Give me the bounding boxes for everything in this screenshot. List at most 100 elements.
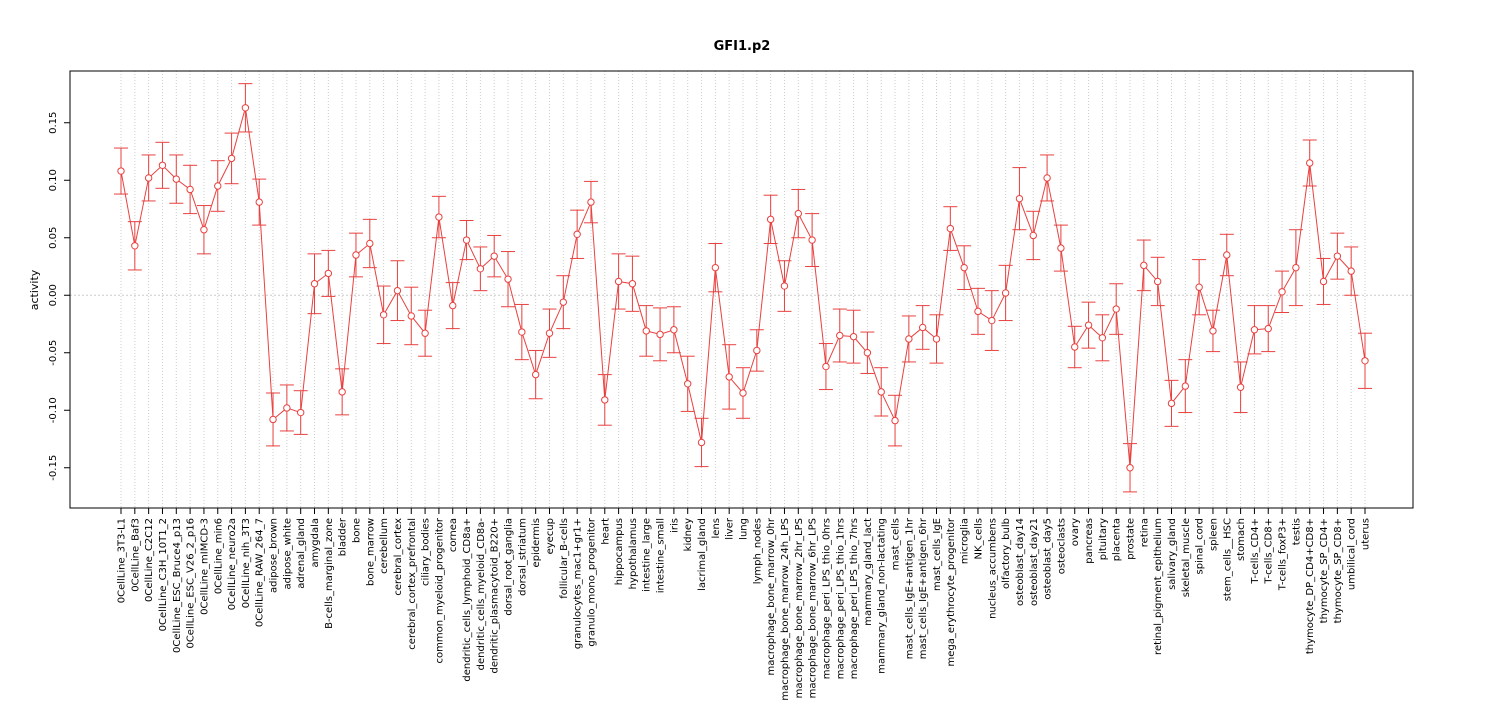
data-point bbox=[1029, 231, 1037, 240]
data-point bbox=[1292, 263, 1300, 272]
data-point bbox=[1001, 289, 1010, 297]
data-point bbox=[559, 298, 568, 306]
data-point bbox=[1250, 326, 1259, 334]
x-tick-label: nucleus_accumbens bbox=[987, 518, 998, 619]
data-point bbox=[1167, 399, 1176, 408]
data-point bbox=[628, 280, 637, 288]
data-point bbox=[1319, 277, 1328, 286]
x-tick-label: bone bbox=[351, 518, 362, 543]
x-tick-label: lymph_nodes bbox=[752, 518, 763, 584]
data-point bbox=[366, 239, 374, 248]
data-point bbox=[1140, 261, 1148, 270]
x-tick-label: heart bbox=[600, 518, 611, 545]
data-point bbox=[421, 329, 429, 337]
data-point bbox=[158, 161, 167, 170]
x-tick-label: cerebral_cortex_prefrontal bbox=[407, 518, 418, 650]
data-point bbox=[642, 327, 650, 335]
data-point bbox=[449, 301, 457, 310]
x-tick-label: spleen bbox=[1208, 518, 1219, 551]
x-tick-label: macrophage_peri_LPS_thio_1hrs bbox=[835, 518, 846, 679]
data-point bbox=[766, 215, 775, 224]
x-tick-label: mast_cells bbox=[891, 518, 902, 570]
grid bbox=[120, 71, 1366, 508]
x-tick-label: macrophage_bone_marrow_6hr_LPS bbox=[808, 518, 819, 698]
x-tick-label: mega_erythrocyte_progenitor bbox=[946, 517, 957, 666]
data-point bbox=[1126, 464, 1134, 472]
data-point bbox=[531, 370, 540, 379]
x-tick-label: salivary_gland bbox=[1167, 518, 1178, 590]
data-point bbox=[504, 275, 512, 283]
data-point bbox=[808, 236, 816, 244]
data-point bbox=[587, 198, 595, 206]
data-point bbox=[1043, 174, 1051, 182]
data-point bbox=[988, 316, 996, 325]
data-point bbox=[1264, 324, 1272, 333]
x-tick-label: osteoblast_day21 bbox=[1029, 518, 1040, 606]
data-point bbox=[1236, 383, 1245, 391]
x-tick-label: 0CellLine_C3H_10T1_2 bbox=[158, 518, 169, 631]
data-point bbox=[1361, 357, 1369, 365]
x-tick-label: mast_cells_IgE bbox=[932, 518, 943, 591]
data-point bbox=[172, 175, 180, 183]
x-tick-label: dendritic_plasmacytoid_B220+ bbox=[490, 518, 501, 674]
x-tick-label: follicular_B-cells bbox=[559, 518, 570, 599]
data-point bbox=[144, 174, 153, 182]
x-tick-label: 0CellLine_nih_3T3 bbox=[241, 518, 252, 608]
x-tick-label: macrophage_bone_marrow_0hr bbox=[766, 517, 777, 675]
x-tick-label: iris bbox=[669, 518, 680, 533]
data-point bbox=[518, 328, 526, 336]
chart-title: GFI1.p2 bbox=[714, 39, 771, 54]
x-tick-label: macrophage_bone_marrow_2hr_LPS bbox=[794, 518, 805, 698]
data-point bbox=[1347, 267, 1355, 275]
data-point bbox=[739, 389, 747, 397]
x-tick-label: intestine_small bbox=[656, 518, 667, 593]
x-tick-label: lung bbox=[739, 518, 750, 540]
x-tick-label: lacrimal_gland bbox=[697, 518, 708, 591]
data-point bbox=[1112, 305, 1120, 313]
x-tick-label: T-cells_foxP3+ bbox=[1278, 518, 1289, 591]
data-point bbox=[338, 388, 346, 396]
x-tick-label: mammary_gland_non-lactating bbox=[877, 518, 888, 674]
x-axis: 0CellLine_3T3-L1 0CellLine_Baf3 0CellLine_… bbox=[117, 507, 1372, 701]
x-tick-label: epidermis bbox=[531, 518, 542, 567]
y-tick-label: -0.10 bbox=[48, 397, 59, 423]
x-tick-label: kidney bbox=[683, 518, 694, 551]
x-tick-label: mammary_gland_lact bbox=[863, 518, 874, 626]
data-point bbox=[1071, 343, 1079, 351]
data-point bbox=[214, 182, 222, 190]
data-point bbox=[974, 307, 982, 316]
data-point bbox=[490, 252, 498, 260]
x-tick-label: eyecup bbox=[545, 518, 556, 554]
data-point bbox=[1181, 382, 1190, 390]
data-point bbox=[1084, 321, 1093, 329]
x-tick-label: retina bbox=[1139, 518, 1150, 547]
x-tick-label: bone_marrow bbox=[365, 518, 376, 586]
x-tick-label: T-cells_CD8+ bbox=[1264, 518, 1275, 585]
data-point bbox=[1223, 251, 1231, 259]
x-tick-label: skeletal_muscle bbox=[1181, 518, 1192, 597]
data-point bbox=[393, 286, 402, 295]
x-tick-label: amygdala bbox=[310, 518, 321, 568]
y-tick-label: -0.05 bbox=[48, 340, 59, 366]
data-point bbox=[725, 373, 733, 381]
y-tick-label: 0.10 bbox=[48, 169, 59, 191]
data-point bbox=[269, 415, 277, 424]
data-point bbox=[283, 404, 291, 412]
data-point bbox=[117, 167, 125, 175]
data-point bbox=[918, 323, 927, 332]
x-tick-label: stem_cells__HSC bbox=[1222, 518, 1233, 601]
data-point bbox=[227, 154, 236, 163]
x-tick-label: cornea bbox=[448, 518, 459, 552]
x-tick-label: intestine_large bbox=[642, 518, 653, 592]
x-tick-label: pancreas bbox=[1084, 518, 1095, 564]
x-tick-label: thymocyte_SP_CD8+ bbox=[1333, 518, 1344, 623]
data-point bbox=[946, 224, 955, 233]
x-tick-label: microglia bbox=[960, 518, 971, 564]
x-tick-label: mast_cells_IgE+antigen_6hr bbox=[918, 517, 929, 659]
y-tick-label: 0.15 bbox=[48, 112, 59, 134]
x-tick-label: liver bbox=[725, 517, 736, 540]
x-tick-label: 0CellLine_Baf3 bbox=[130, 518, 141, 592]
data-point bbox=[1209, 327, 1217, 335]
x-tick-label: dendritic_cells_lymphoid_CD8a+ bbox=[462, 518, 473, 682]
data-point bbox=[324, 269, 333, 278]
